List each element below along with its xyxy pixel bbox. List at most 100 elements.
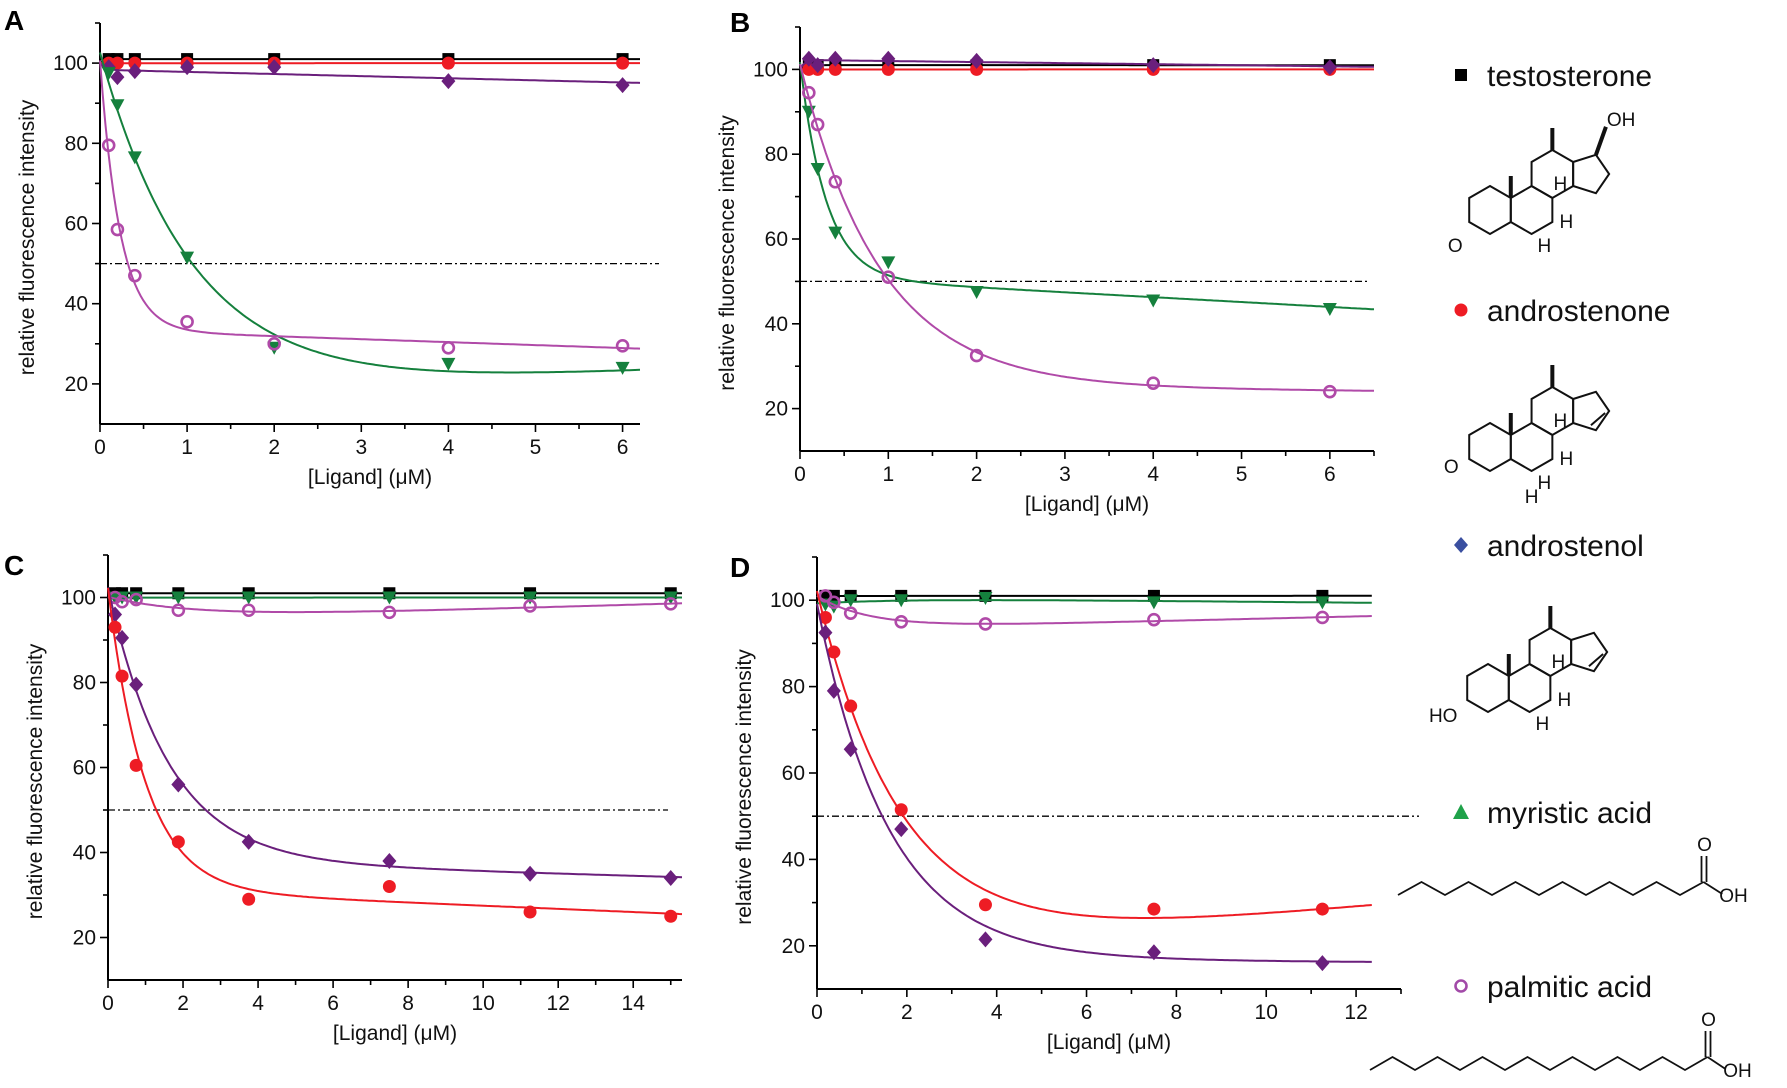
data-point [129, 676, 144, 693]
legend-label: androstenol [1487, 530, 1644, 563]
x-tick-label: 2 [971, 463, 983, 486]
y-tick-label: 40 [782, 848, 805, 871]
x-tick-label: 4 [991, 1001, 1003, 1024]
x-axis-label: [Ligand] (μM) [308, 466, 432, 489]
data-point [128, 268, 142, 283]
data-point [382, 853, 397, 869]
series-androstenol [99, 59, 641, 94]
data-point [523, 905, 537, 919]
fit-curve [816, 590, 1372, 919]
palmitic-acid-structure: O OH [1369, 1010, 1752, 1082]
fit-curve [99, 62, 641, 84]
structure-atom-label: O [1701, 1010, 1716, 1031]
ring-b [1509, 421, 1554, 473]
x-tick-label: 0 [94, 436, 106, 459]
legend-marker-circle [1454, 303, 1468, 317]
data-point [663, 870, 678, 886]
data-point [969, 286, 984, 299]
series-myristic-acid [107, 591, 682, 605]
data-point [115, 669, 129, 683]
data-point [1146, 57, 1161, 74]
data-point [108, 620, 122, 634]
data-point [171, 603, 186, 618]
series-androstenone [816, 590, 1372, 919]
data-point [101, 67, 116, 81]
panel-letter: C [4, 550, 24, 581]
data-point [1146, 376, 1161, 390]
data-point [1146, 294, 1161, 308]
data-point [180, 59, 195, 76]
fit-curve [99, 52, 641, 374]
ring-b [1509, 184, 1554, 236]
x-tick-label: 8 [1171, 1001, 1183, 1024]
x-tick-label: 3 [355, 436, 367, 459]
y-tick-label: 100 [61, 587, 96, 610]
x-tick-label: 0 [102, 992, 114, 1015]
fit-curve [107, 587, 683, 916]
data-point [267, 336, 281, 351]
data-point [1147, 612, 1161, 627]
y-tick-label: 60 [765, 228, 788, 251]
data-point [128, 56, 142, 70]
x-axis-label: [Ligand] (μM) [1047, 1031, 1171, 1054]
structure-atom-label: O [1697, 835, 1712, 856]
x-tick-label: 0 [794, 463, 806, 486]
x-tick-label: 6 [327, 992, 339, 1015]
data-point [664, 909, 678, 923]
data-point [615, 361, 630, 375]
structure-atom-label: OH [1719, 886, 1748, 907]
double-bond [1590, 412, 1606, 426]
legend-label: palmitic acid [1487, 971, 1652, 1004]
y-tick-label: 20 [765, 398, 788, 421]
y-axis-label: relative fluorescence intensity [716, 115, 739, 391]
data-point [881, 270, 896, 284]
data-point [828, 226, 843, 240]
legend-marker-diamond [1454, 537, 1468, 553]
y-tick-label: 80 [73, 672, 96, 695]
structure-atom-label: O [1444, 457, 1459, 478]
y-tick-label: 80 [765, 143, 788, 166]
myristic-acid-structure: O OH [1397, 835, 1748, 907]
panel-c: C 20 40 60 80 100 0 2 4 6 8 10 12 14 [Ligand] (μM) rela… [4, 550, 683, 1045]
data-point [1322, 59, 1337, 76]
hydroxyl-bond [1707, 1056, 1726, 1070]
data-point [1315, 902, 1329, 916]
fit-curve [816, 603, 1372, 963]
legend-marker-triangle-up [1453, 804, 1469, 819]
panel-b: B 20 40 60 80 100 0 1 2 3 4 5 6 [Ligand] (μM) relative… [716, 7, 1375, 516]
x-tick-label: 2 [177, 992, 189, 1015]
x-tick-label: 10 [1255, 1001, 1278, 1024]
panel-a: A 20 40 60 80 100 0 1 2 3 4 5 6 [Ligand] (μM) relative… [4, 5, 659, 489]
y-tick-label: 60 [782, 762, 805, 785]
data-point [180, 251, 195, 265]
legend-marker-open-circle [1454, 979, 1468, 993]
data-point [828, 174, 843, 189]
data-point [818, 610, 832, 624]
fit-curve [99, 60, 641, 350]
y-tick-label: 60 [65, 213, 88, 236]
carbon-chain [1397, 880, 1704, 897]
data-point [1322, 302, 1337, 316]
ring-a [1468, 421, 1512, 473]
data-point [127, 151, 142, 165]
x-tick-label: 5 [530, 436, 542, 459]
data-point [180, 314, 194, 329]
panel-d: D 20 40 60 80 100 0 2 4 6 8 10 12 [Ligand] (μM) relati… [730, 552, 1419, 1054]
y-tick-label: 40 [765, 313, 788, 336]
x-tick-label: 12 [547, 992, 570, 1015]
structure-atom-label: H [1535, 714, 1549, 735]
data-point [810, 163, 825, 177]
y-tick-label: 100 [53, 52, 88, 75]
data-point [523, 591, 538, 605]
hydroxyl-bond [1703, 881, 1723, 895]
series-myristic-acid [99, 52, 641, 375]
series-androstenone [107, 587, 683, 923]
data-point [828, 50, 843, 67]
data-point [801, 50, 816, 67]
data-point [978, 617, 993, 631]
data-point [115, 594, 129, 609]
structure-atom-label: H [1551, 652, 1565, 673]
